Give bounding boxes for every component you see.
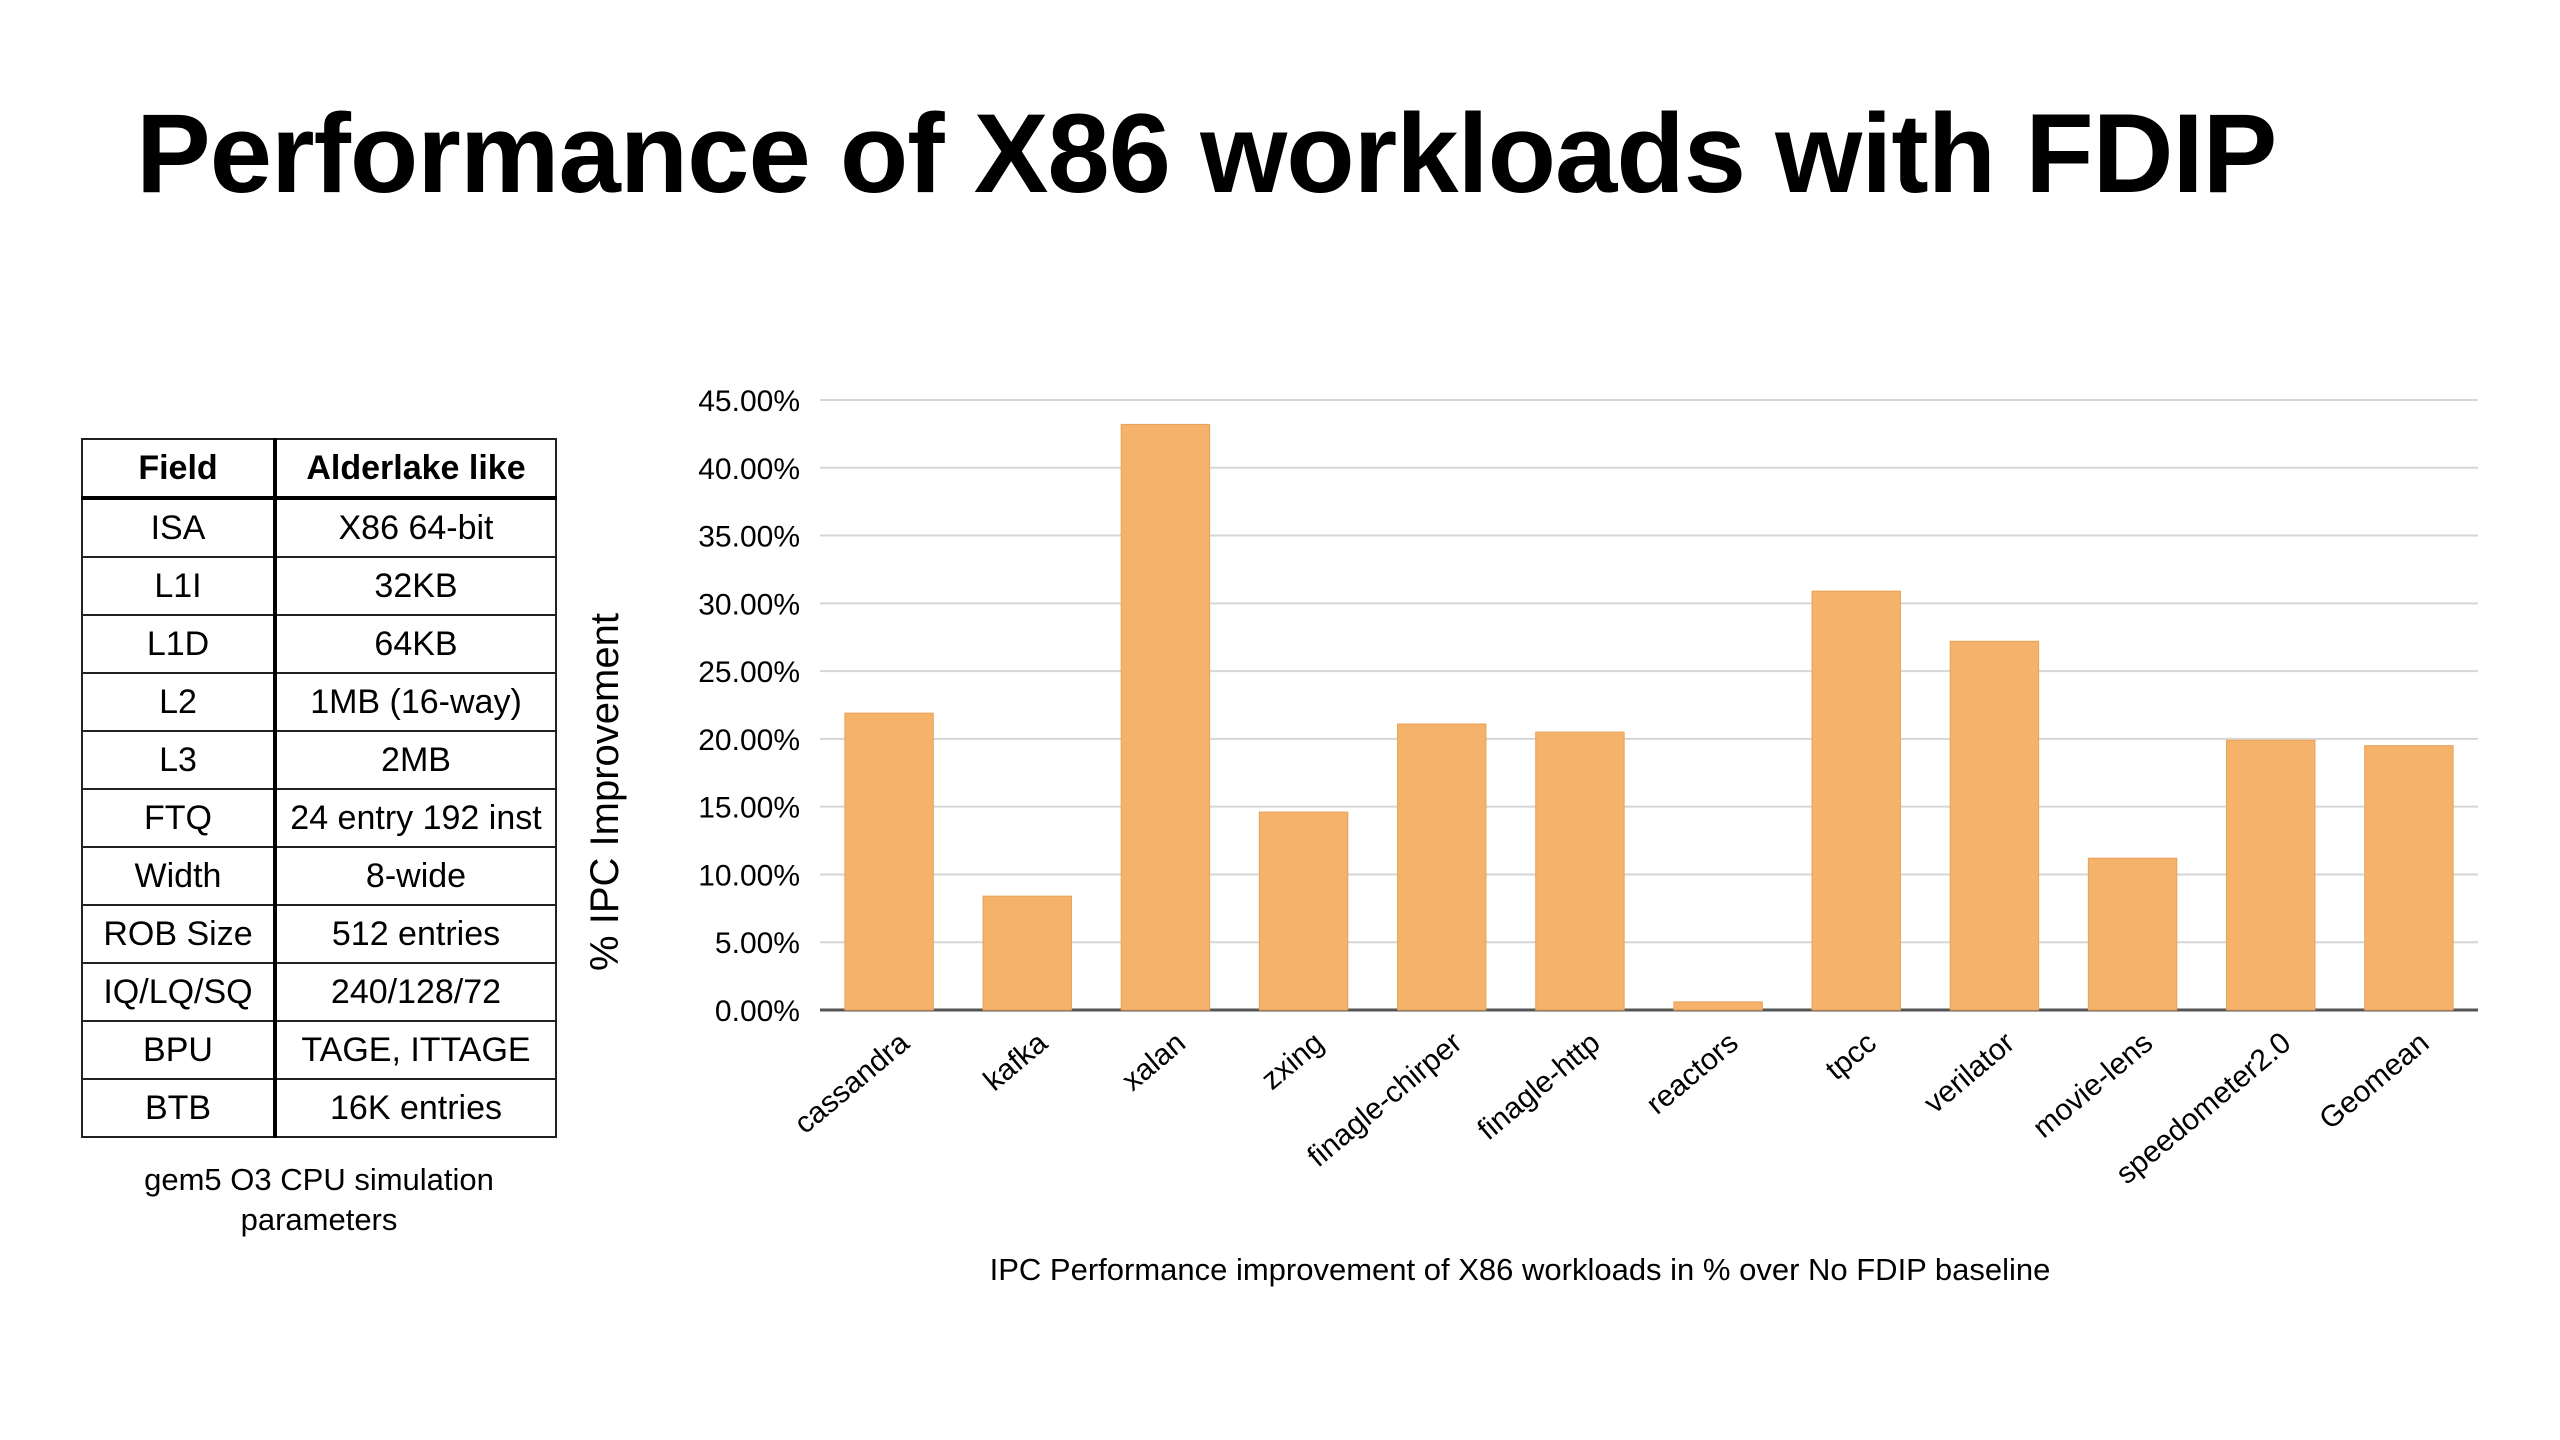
y-tick-label: 35.00% (698, 521, 800, 554)
table-cell-value: 8-wide (274, 846, 557, 906)
y-tick-label: 40.00% (698, 453, 800, 486)
bar-geomean (2364, 745, 2454, 1011)
x-category-label: reactors (1640, 1026, 1744, 1121)
table-body: ISA X86 64-bit L1I 32KB L1D 64KB L2 1MB (16-way… (81, 497, 557, 1138)
table-cell-field: ROB Size (81, 904, 277, 964)
table-cell-field: BTB (81, 1078, 277, 1138)
chart-bars (844, 423, 2454, 1011)
table-row: BPU TAGE, ITTAGE (81, 1020, 557, 1080)
table-cell-field: Width (81, 846, 277, 906)
y-tick-label: 45.00% (698, 385, 800, 418)
bar-movie-lens (2087, 857, 2178, 1011)
table-row: L3 2MB (81, 730, 557, 790)
x-category-label: cassandra (788, 1026, 915, 1140)
table-cell-value: 2MB (274, 730, 557, 790)
table-header-row: Field Alderlake like (81, 438, 557, 500)
table-row: BTB 16K entries (81, 1078, 557, 1138)
table-row: ISA X86 64-bit (81, 497, 557, 558)
x-category-label: movie-lens (2027, 1026, 2159, 1145)
bar-zxing (1258, 811, 1349, 1011)
table-cell-value: 16K entries (274, 1078, 557, 1138)
table-cell-value: 24 entry 192 inst (274, 788, 557, 848)
y-tick-label: 20.00% (698, 724, 800, 757)
bar-tpcc (1811, 590, 1901, 1011)
x-category-label: finagle-http (1471, 1026, 1606, 1147)
x-category-label: xalan (1116, 1026, 1192, 1097)
x-category-label: kafka (978, 1026, 1054, 1098)
table-cell-value: 512 entries (274, 904, 557, 964)
table-row: L2 1MB (16-way) (81, 672, 557, 732)
chart-gridlines (820, 399, 2478, 1012)
table-cell-field: L2 (81, 672, 277, 732)
table-row: L1I 32KB (81, 556, 557, 616)
chart-caption: IPC Performance improvement of X86 workl… (989, 1252, 2051, 1287)
bar-finagle-http (1535, 731, 1625, 1011)
table-cell-field: BPU (81, 1020, 277, 1080)
table-row: FTQ 24 entry 192 inst (81, 788, 557, 848)
table-caption: gem5 O3 CPU simulation parameters (144, 1162, 494, 1237)
y-tick-label: 30.00% (698, 588, 800, 621)
y-tick-label: 0.00% (715, 995, 800, 1028)
bar-kafka (982, 895, 1072, 1011)
table-cell-value: 1MB (16-way) (274, 672, 557, 732)
bar-verilator (1949, 640, 2040, 1011)
bar-finagle-chirper (1397, 723, 1487, 1011)
table-row: ROB Size 512 entries (81, 904, 557, 964)
y-tick-label: 25.00% (698, 656, 800, 689)
table-cell-value: 64KB (274, 614, 557, 674)
simulation-parameters-table: Field Alderlake like ISA X86 64-bit L1I 32K… (81, 438, 557, 1138)
y-axis-ticks: 0.00% 5.00% 10.00% 15.00% 20.00% 25.00% 30.00%… (698, 385, 800, 1028)
table-cell-value: X86 64-bit (274, 497, 557, 558)
table-cell-field: L1I (81, 556, 277, 616)
table-cell-value: TAGE, ITTAGE (274, 1020, 557, 1080)
bar-xalan (1120, 423, 1211, 1011)
table-header-field: Field (81, 438, 277, 500)
table-cell-value: 32KB (274, 556, 557, 616)
table-cell-field: FTQ (81, 788, 277, 848)
bar-speedometer2-0 (2226, 739, 2316, 1011)
y-tick-label: 10.00% (698, 859, 800, 892)
table-cell-value: 240/128/72 (274, 962, 557, 1022)
slide-title: Performance of X86 workloads with FDIP (136, 91, 2277, 216)
x-category-label: Geomean (2313, 1026, 2435, 1136)
bar-reactors (1673, 1001, 1763, 1011)
table-row: L1D 64KB (81, 614, 557, 674)
table-cell-field: ISA (81, 497, 277, 558)
y-axis-title: % IPC Improvement (583, 613, 627, 971)
table-header-config: Alderlake like (274, 438, 557, 500)
table-row: Width 8-wide (81, 846, 557, 906)
bar-cassandra (844, 712, 934, 1011)
x-category-label: zxing (1255, 1026, 1330, 1096)
y-tick-label: 15.00% (698, 792, 800, 825)
x-category-label: tpcc (1819, 1026, 1882, 1087)
y-tick-label: 5.00% (715, 927, 800, 960)
table-cell-field: IQ/LQ/SQ (81, 962, 277, 1022)
table-cell-field: L1D (81, 614, 277, 674)
x-category-label: verilator (1918, 1026, 2021, 1120)
table-row: IQ/LQ/SQ 240/128/72 (81, 962, 557, 1022)
table-cell-field: L3 (81, 730, 277, 790)
